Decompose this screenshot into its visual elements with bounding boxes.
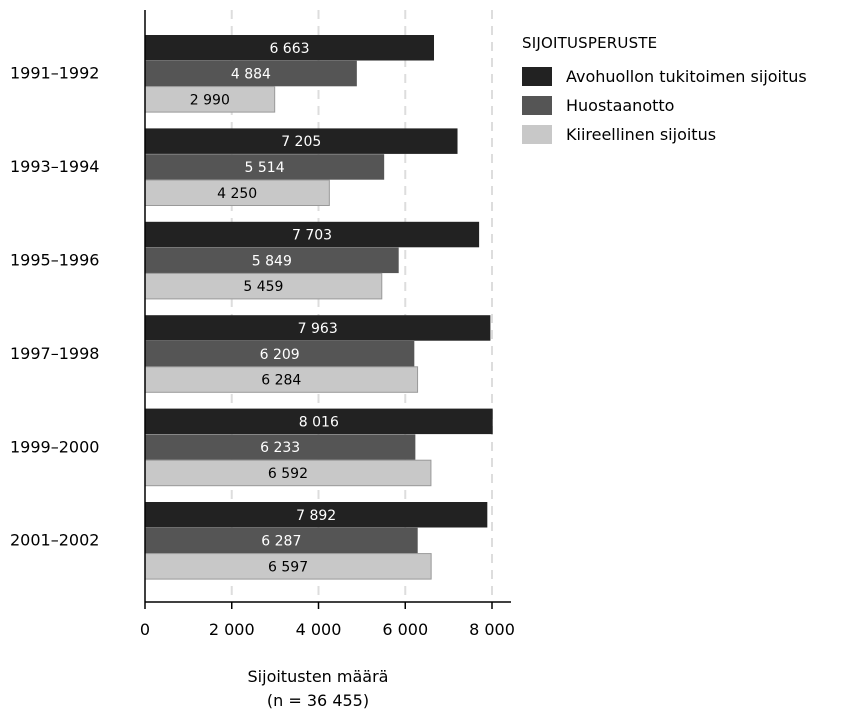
x-tick-label: 0	[140, 620, 150, 639]
legend-label: Avohuollon tukitoimen sijoitus	[566, 67, 807, 86]
x-tick-label: 6 000	[382, 620, 428, 639]
bar-value-label: 6 284	[261, 373, 301, 389]
category-label: 1993–1994	[10, 157, 99, 176]
bar	[145, 502, 488, 528]
bar-value-label: 6 209	[260, 347, 300, 363]
bar	[145, 35, 435, 61]
bar	[145, 247, 399, 274]
bar-value-label: 6 287	[261, 534, 301, 550]
category-label: 1997–1998	[10, 344, 99, 363]
x-axis-title: Sijoitusten määrä	[248, 667, 389, 686]
bar	[144, 86, 276, 113]
x-tick-label: 4 000	[296, 620, 342, 639]
legend-label: Kiireellinen sijoitus	[566, 125, 716, 144]
bar	[145, 434, 416, 460]
bar-value-label: 7 963	[298, 321, 338, 337]
bar	[144, 459, 432, 487]
bar	[145, 60, 357, 87]
bar	[145, 341, 415, 367]
category-label: 2001–2002	[10, 531, 99, 550]
legend-swatch	[522, 67, 552, 86]
bar-value-label: 5 459	[243, 279, 283, 295]
x-tick-label: 8 000	[469, 620, 515, 639]
bar-value-label: 8 016	[299, 414, 339, 430]
category-label: 1995–1996	[10, 251, 99, 270]
legend: SIJOITUSPERUSTE Avohuollon tukitoimen si…	[522, 34, 807, 144]
bar-value-label: 5 514	[245, 160, 285, 176]
bar	[145, 221, 480, 248]
bar-value-label: 6 663	[269, 41, 309, 57]
bar-value-label: 6 597	[268, 559, 308, 575]
bar-value-label: 2 990	[190, 92, 230, 108]
bar	[145, 154, 385, 180]
bar	[145, 408, 493, 435]
x-tick-label: 2 000	[209, 620, 255, 639]
bar-value-label: 5 849	[252, 253, 292, 269]
bar	[145, 128, 458, 154]
bar-value-label: 4 250	[217, 186, 257, 202]
x-ticks: 0 2 000 4 000 6 000 8 000	[140, 602, 515, 639]
bar	[144, 272, 383, 300]
bar-value-label: 6 233	[260, 440, 300, 456]
bar	[145, 315, 491, 341]
bar-value-label: 7 892	[296, 508, 336, 524]
category-label: 1999–2000	[10, 437, 99, 456]
legend-swatch	[522, 96, 552, 115]
x-axis-subtitle: (n = 36 455)	[267, 691, 369, 710]
legend-swatch	[522, 125, 552, 144]
bar-value-label: 6 592	[268, 466, 308, 482]
legend-label: Huostaanotto	[566, 96, 674, 115]
bar	[145, 527, 418, 554]
bar-value-label: 7 703	[292, 228, 332, 244]
bar	[144, 366, 419, 393]
bar-value-label: 7 205	[281, 134, 321, 150]
category-label: 1991–1992	[10, 64, 99, 83]
legend-title: SIJOITUSPERUSTE	[522, 34, 657, 52]
category-labels: 1991–1992 1993–1994 1995–1996 1997–1998 1999…	[10, 64, 99, 550]
bar-value-label: 4 884	[231, 67, 271, 83]
axes	[144, 10, 511, 603]
